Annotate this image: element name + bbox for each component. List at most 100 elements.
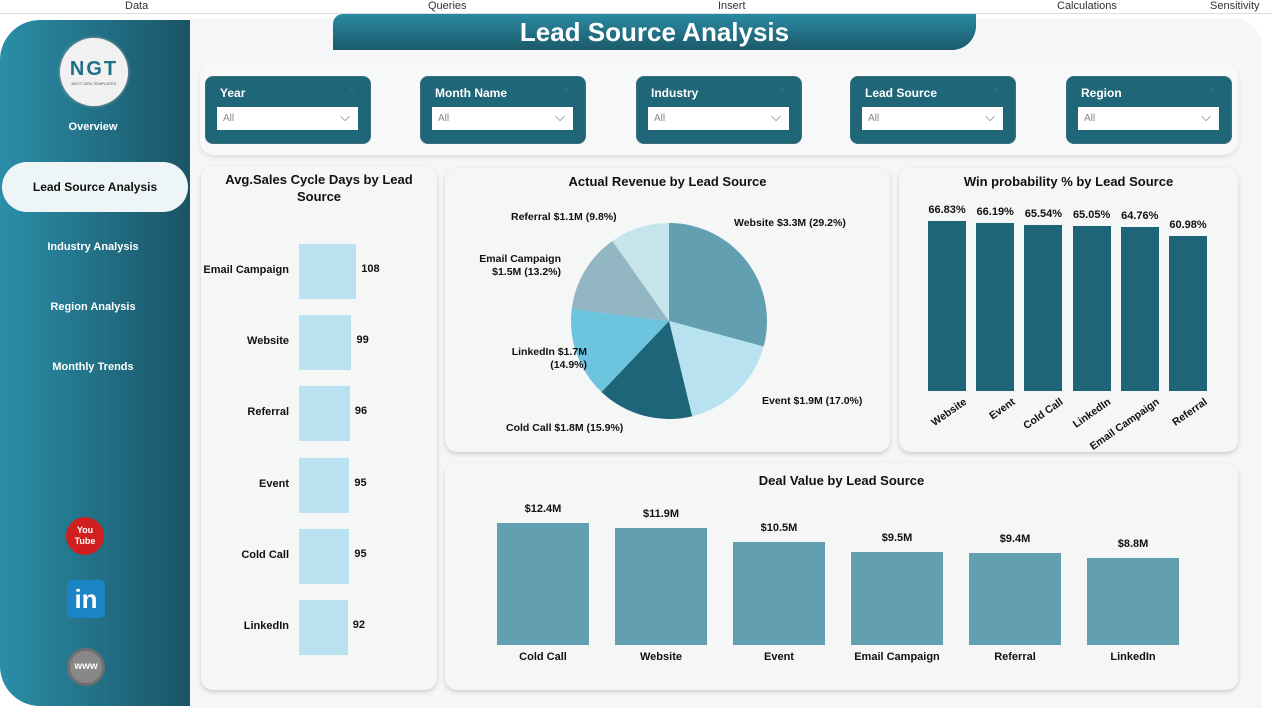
bar[interactable]	[1169, 236, 1207, 391]
bar[interactable]	[299, 386, 350, 442]
bar[interactable]	[299, 315, 352, 371]
slicer-label: Month Name	[435, 86, 507, 100]
collapse-chevron-icon[interactable]: ⌄	[347, 83, 356, 94]
logo: NGT NEXT GEN TEMPLATES	[60, 38, 128, 106]
avg-sales-cycle-card: Avg.Sales Cycle Days by Lead Source Emai…	[201, 166, 437, 690]
bar[interactable]	[1024, 224, 1063, 391]
sidebar-item-monthly-trends[interactable]: Monthly Trends	[52, 361, 134, 373]
slicer-dropdown[interactable]: All ⌵	[432, 107, 573, 130]
pie-slice[interactable]	[601, 321, 693, 419]
bar[interactable]	[497, 522, 589, 645]
pie-data-label: Cold Call $1.8M (15.9%)	[506, 422, 624, 434]
revenue-pie-card: Actual Revenue by Lead Source Website $3…	[445, 168, 890, 452]
deal-value-card: Deal Value by Lead Source $12.4M Cold Cal…	[445, 463, 1238, 690]
bar[interactable]	[1072, 225, 1111, 391]
bar[interactable]	[615, 527, 707, 645]
category-label: LinkedIn	[243, 620, 289, 632]
slicer-lead-source[interactable]: Lead Source ⌄ All ⌵	[850, 76, 1016, 144]
slicer-value: All	[438, 113, 450, 124]
collapse-chevron-icon[interactable]: ⌄	[1208, 83, 1217, 94]
data-label: 66.19%	[976, 205, 1014, 218]
win-probability-card: Win probability % by Lead Source 66.83% W…	[899, 168, 1238, 453]
bar[interactable]	[1087, 558, 1179, 645]
bar[interactable]	[299, 457, 350, 513]
revenue-pie-chart	[571, 223, 767, 419]
pie-data-label: LinkedIn $1.7M (14.9%)	[511, 346, 587, 371]
sidebar: NGT NEXT GEN TEMPLATES Overview Lead Sou…	[0, 20, 190, 706]
data-label: 95	[354, 476, 367, 489]
ribbon-data[interactable]: Data	[125, 0, 149, 12]
page-title: Lead Source Analysis	[333, 14, 976, 50]
slicer-dropdown[interactable]: All ⌵	[648, 107, 789, 130]
slicer-industry[interactable]: Industry ⌄ All ⌵	[636, 76, 802, 144]
slicer-dropdown[interactable]: All ⌵	[217, 107, 358, 130]
pie-slice[interactable]	[571, 240, 669, 321]
collapse-chevron-icon[interactable]: ⌄	[778, 83, 787, 94]
slicer-label: Lead Source	[865, 86, 938, 100]
data-label: $8.8M	[1117, 538, 1149, 551]
slicer-month-name[interactable]: Month Name ⌄ All ⌵	[420, 76, 586, 144]
data-label: 65.54%	[1024, 207, 1063, 220]
data-label: 65.05%	[1072, 208, 1111, 221]
data-label: $10.5M	[760, 521, 798, 534]
slicer-label: Industry	[651, 86, 699, 100]
pie-data-label: Event $1.9M (17.0%)	[762, 395, 863, 407]
pie-slice[interactable]	[571, 308, 669, 393]
category-label: Website	[929, 396, 969, 429]
website-icon[interactable]: www	[67, 648, 105, 686]
slicer-value: All	[223, 113, 235, 124]
slicer-dropdown[interactable]: All ⌵	[1078, 107, 1219, 130]
category-label: Website	[247, 335, 289, 348]
category-label: Email Campaign	[203, 264, 289, 276]
chevron-down-icon: ⌵	[340, 109, 350, 124]
collapse-chevron-icon[interactable]: ⌄	[562, 83, 571, 94]
sidebar-item-overview[interactable]: Overview	[68, 121, 118, 133]
collapse-chevron-icon[interactable]: ⌄	[992, 83, 1001, 94]
slicer-year[interactable]: Year ⌄ All ⌵	[205, 76, 371, 144]
slicer-value: All	[654, 113, 666, 124]
slicer-dropdown[interactable]: All ⌵	[862, 107, 1003, 130]
chart-title: Win probability % by Lead Source	[963, 174, 1174, 189]
data-label: 95	[354, 547, 367, 560]
data-label: $12.4M	[524, 502, 562, 515]
ribbon-queries[interactable]: Queries	[428, 0, 467, 12]
chevron-down-icon: ⌵	[771, 109, 781, 124]
ribbon-insert[interactable]: Insert	[718, 0, 746, 12]
category-label: Referral	[994, 651, 1036, 663]
logo-text: NGT	[69, 58, 119, 80]
category-label: Website	[640, 651, 682, 663]
category-label: Cold Call	[241, 548, 289, 561]
pie-slice[interactable]	[669, 321, 764, 417]
sidebar-item-lead-source-analysis[interactable]: Lead Source Analysis	[2, 162, 188, 212]
pie-slice[interactable]	[612, 223, 669, 321]
slicer-value: All	[1084, 113, 1096, 124]
youtube-icon[interactable]: You Tube	[66, 517, 104, 555]
data-label: 96	[354, 405, 368, 418]
category-label: LinkedIn	[1110, 651, 1156, 663]
category-label: Cold Call	[519, 651, 567, 663]
bar[interactable]	[851, 551, 943, 645]
bar[interactable]	[733, 541, 825, 645]
logo-tagline: NEXT GEN TEMPLATES	[71, 81, 117, 86]
category-label: LinkedIn	[1071, 396, 1114, 431]
bar[interactable]	[299, 600, 348, 655]
linkedin-icon[interactable]: in	[67, 580, 105, 618]
sidebar-item-region-analysis[interactable]: Region Analysis	[50, 301, 136, 313]
bar[interactable]	[928, 221, 966, 391]
ribbon-calculations[interactable]: Calculations	[1057, 0, 1117, 12]
bar[interactable]	[299, 244, 357, 299]
bar[interactable]	[1120, 226, 1159, 391]
bar[interactable]	[969, 552, 1061, 645]
category-label: Referral	[1170, 396, 1210, 429]
data-label: 66.83%	[928, 204, 966, 217]
sidebar-item-industry-analysis[interactable]: Industry Analysis	[47, 241, 139, 253]
ribbon-sensitivity[interactable]: Sensitivity	[1210, 0, 1260, 12]
data-label: $9.5M	[881, 531, 913, 544]
filter-panel: Year ⌄ All ⌵ Month Name ⌄ All ⌵ Industry ⌄ All ⌵ Lea…	[200, 63, 1238, 155]
bar[interactable]	[976, 222, 1015, 391]
bar[interactable]	[299, 528, 350, 584]
slicer-region[interactable]: Region ⌄ All ⌵	[1066, 76, 1232, 144]
pie-data-label: Referral $1.1M (9.8%)	[511, 211, 617, 223]
pie-slice[interactable]	[669, 223, 767, 347]
slicer-label: Year	[220, 86, 246, 100]
